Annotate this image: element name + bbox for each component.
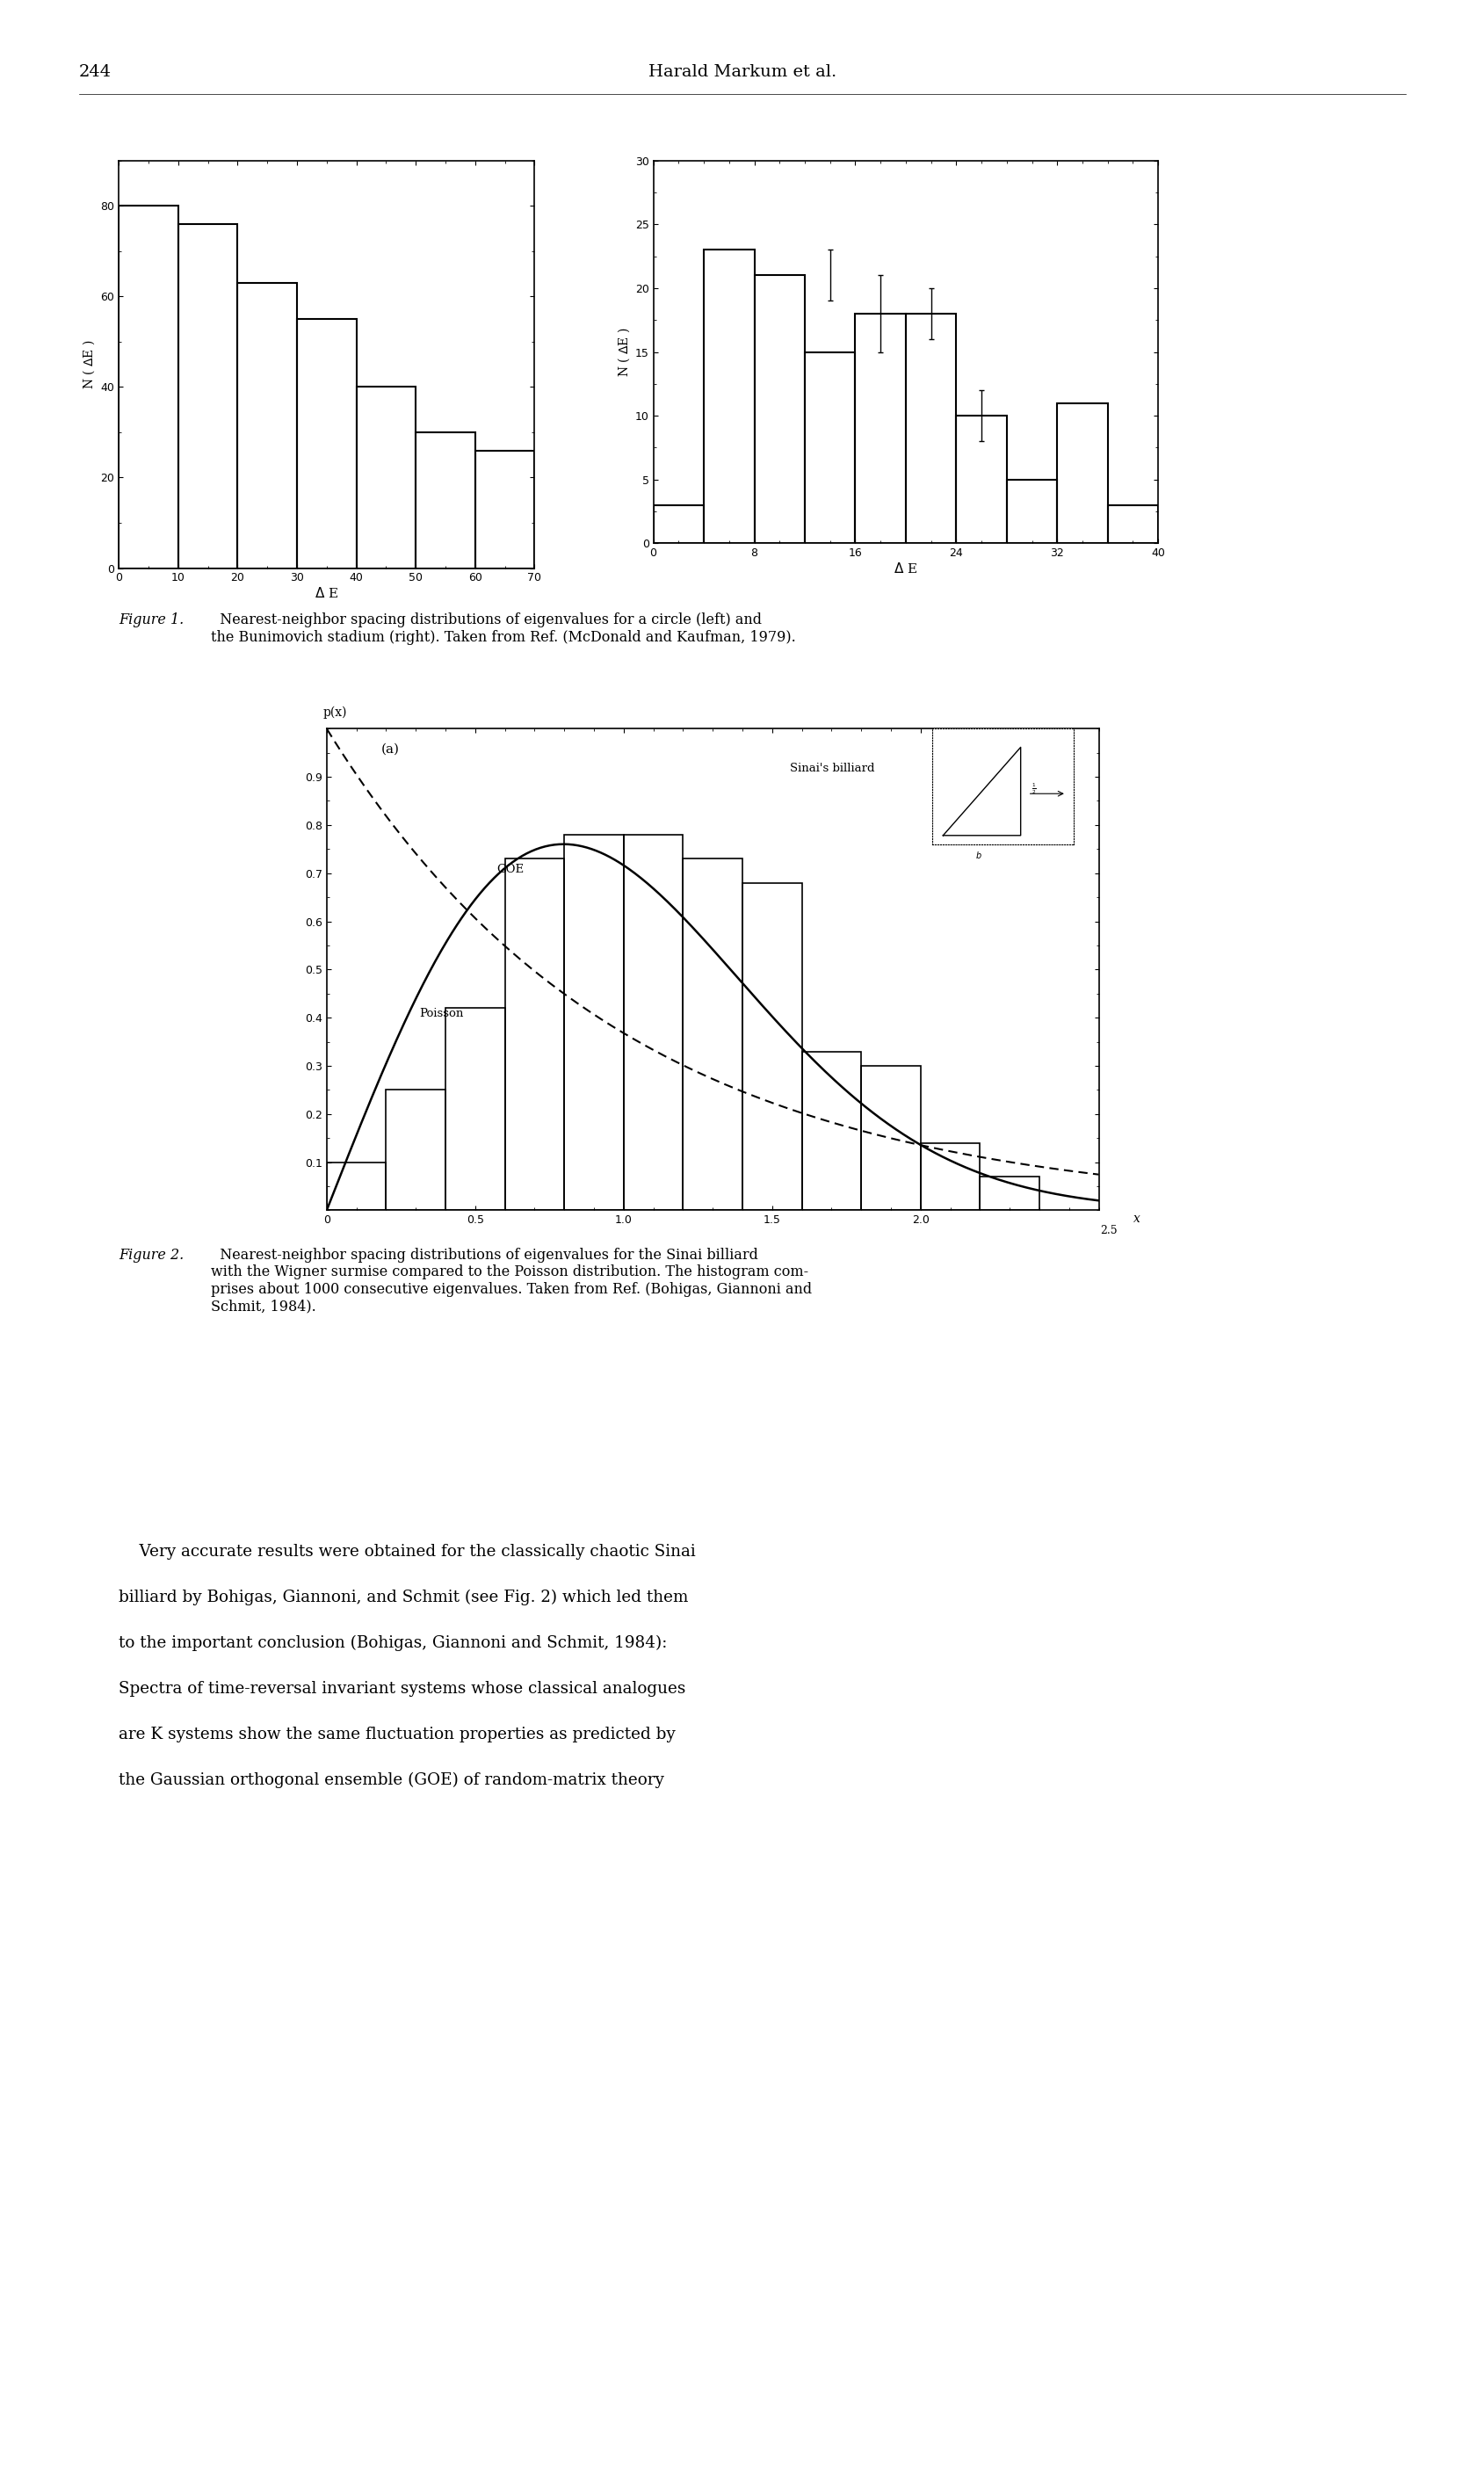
Bar <box>920 1144 979 1210</box>
Bar <box>119 205 178 568</box>
Bar <box>801 1052 861 1210</box>
Text: billiard by Bohigas, Giannoni, and Schmit (see Fig. 2) which led them: billiard by Bohigas, Giannoni, and Schmi… <box>119 1591 689 1606</box>
Bar <box>564 835 623 1210</box>
Bar <box>683 860 742 1210</box>
Text: Poisson: Poisson <box>418 1008 463 1020</box>
Bar <box>475 450 534 568</box>
Text: to the important conclusion (Bohigas, Giannoni and Schmit, 1984):: to the important conclusion (Bohigas, Gi… <box>119 1635 666 1650</box>
Text: (a): (a) <box>380 743 399 756</box>
Bar <box>416 432 475 568</box>
Bar <box>703 249 754 543</box>
Text: 2.5: 2.5 <box>1100 1225 1116 1237</box>
Text: $b$: $b$ <box>975 850 981 860</box>
Y-axis label: N ( $\Delta$E ): N ( $\Delta$E ) <box>82 338 96 390</box>
Bar <box>237 282 297 568</box>
Bar <box>1057 403 1107 543</box>
Bar <box>905 314 956 543</box>
Text: Sinai's billiard: Sinai's billiard <box>789 763 874 773</box>
Bar <box>1107 506 1158 543</box>
Bar <box>754 274 804 543</box>
Bar <box>386 1089 445 1210</box>
Bar <box>623 835 683 1210</box>
Text: Figure 1.: Figure 1. <box>119 613 184 627</box>
Bar <box>356 388 416 568</box>
Bar <box>445 1008 505 1210</box>
X-axis label: $\Delta$ E: $\Delta$ E <box>893 561 917 576</box>
Bar <box>1006 479 1057 543</box>
Bar <box>297 319 356 568</box>
Text: Harald Markum et al.: Harald Markum et al. <box>649 64 835 79</box>
Bar <box>979 1176 1039 1210</box>
Bar <box>861 1067 920 1210</box>
Bar <box>326 1163 386 1210</box>
Bar <box>804 353 855 543</box>
Bar <box>653 506 703 543</box>
Text: x: x <box>1132 1213 1140 1225</box>
Text: are K systems show the same fluctuation properties as predicted by: are K systems show the same fluctuation … <box>119 1727 675 1741</box>
Bar <box>855 314 905 543</box>
Text: Nearest-neighbor spacing distributions of eigenvalues for a circle (left) and
th: Nearest-neighbor spacing distributions o… <box>211 613 795 645</box>
Text: p(x): p(x) <box>324 706 347 719</box>
Text: Nearest-neighbor spacing distributions of eigenvalues for the Sinai billiard
wit: Nearest-neighbor spacing distributions o… <box>211 1247 812 1314</box>
Bar <box>742 882 801 1210</box>
Text: 244: 244 <box>79 64 111 79</box>
Bar <box>505 860 564 1210</box>
Y-axis label: N ( $\Delta$E ): N ( $\Delta$E ) <box>616 326 631 378</box>
Bar <box>178 225 237 568</box>
Bar <box>956 415 1006 543</box>
Text: GOE: GOE <box>496 864 524 874</box>
Text: Very accurate results were obtained for the classically chaotic Sinai: Very accurate results were obtained for … <box>119 1544 696 1559</box>
X-axis label: $\Delta$ E: $\Delta$ E <box>315 585 338 600</box>
Text: the Gaussian orthogonal ensemble (GOE) of random-matrix theory: the Gaussian orthogonal ensemble (GOE) o… <box>119 1773 663 1788</box>
Text: Figure 2.: Figure 2. <box>119 1247 184 1262</box>
Text: Spectra of time-reversal invariant systems whose classical analogues: Spectra of time-reversal invariant syste… <box>119 1680 686 1697</box>
Text: $\frac{1}{2}$: $\frac{1}{2}$ <box>1031 783 1036 795</box>
